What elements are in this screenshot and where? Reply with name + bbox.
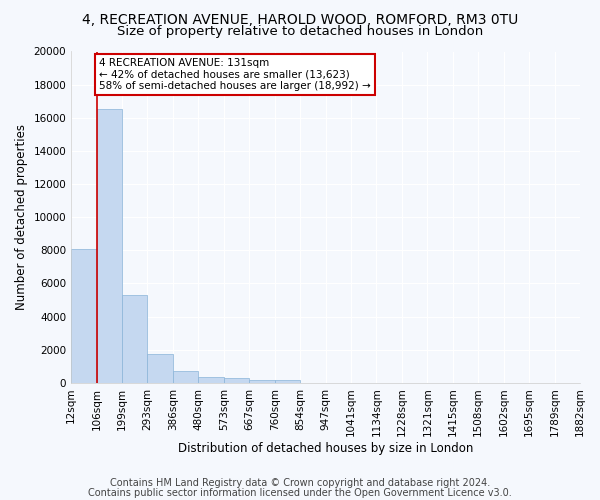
Text: 4, RECREATION AVENUE, HAROLD WOOD, ROMFORD, RM3 0TU: 4, RECREATION AVENUE, HAROLD WOOD, ROMFO…: [82, 12, 518, 26]
Bar: [173, 371, 199, 383]
Bar: [199, 377, 224, 383]
Bar: [122, 295, 148, 383]
Bar: [71, 248, 97, 383]
Bar: [275, 380, 300, 383]
Text: Size of property relative to detached houses in London: Size of property relative to detached ho…: [117, 25, 483, 38]
Bar: [148, 354, 173, 383]
Bar: [249, 380, 275, 383]
X-axis label: Distribution of detached houses by size in London: Distribution of detached houses by size …: [178, 442, 473, 455]
Text: 4 RECREATION AVENUE: 131sqm
← 42% of detached houses are smaller (13,623)
58% of: 4 RECREATION AVENUE: 131sqm ← 42% of det…: [99, 58, 371, 92]
Y-axis label: Number of detached properties: Number of detached properties: [15, 124, 28, 310]
Text: Contains public sector information licensed under the Open Government Licence v3: Contains public sector information licen…: [88, 488, 512, 498]
Text: Contains HM Land Registry data © Crown copyright and database right 2024.: Contains HM Land Registry data © Crown c…: [110, 478, 490, 488]
Bar: [224, 378, 249, 383]
Bar: [97, 110, 122, 383]
